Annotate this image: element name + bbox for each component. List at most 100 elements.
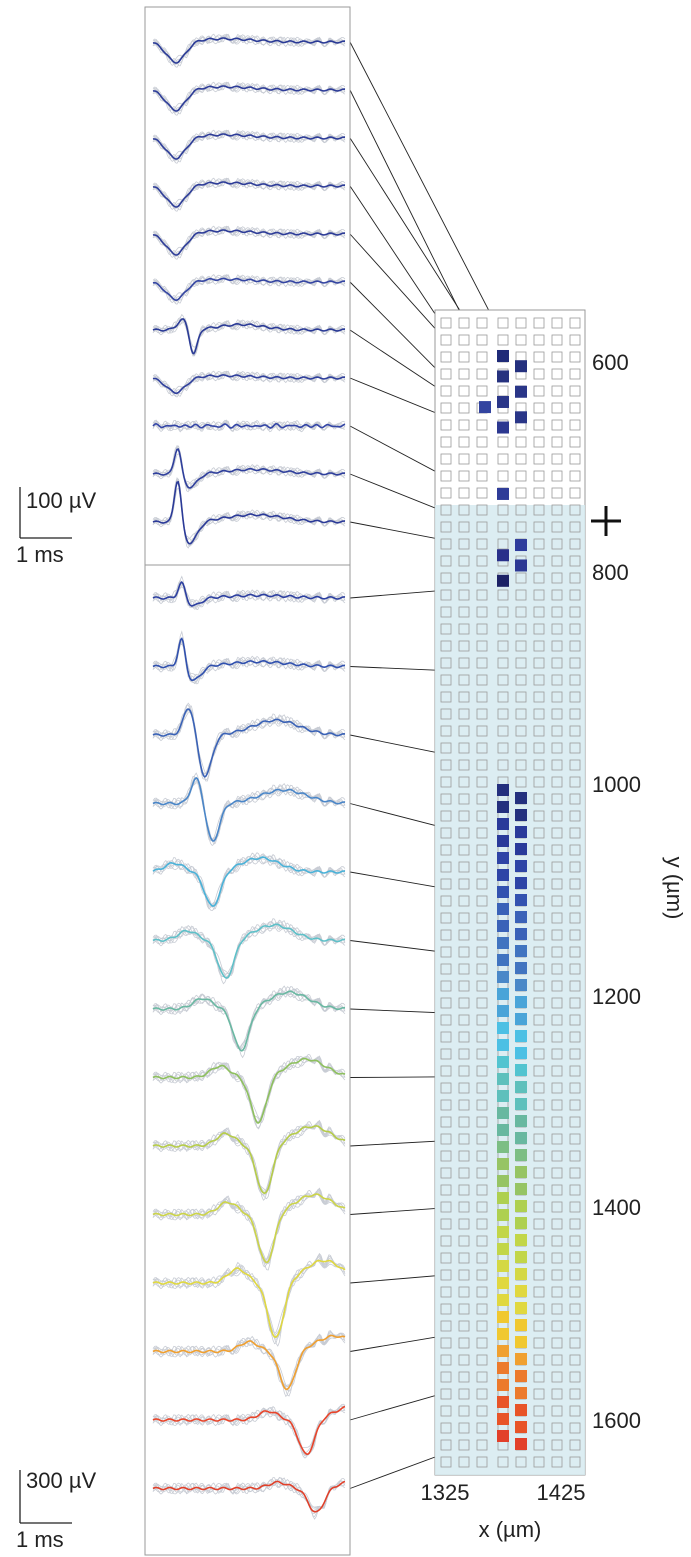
y-tick-label: 1000: [592, 772, 641, 797]
active-site: [515, 1013, 527, 1025]
probe-site: [440, 487, 452, 499]
trial-trace: [152, 1252, 346, 1347]
probe-site: [458, 742, 470, 754]
probe-site: [551, 419, 563, 431]
probe-site: [476, 317, 488, 329]
probe-site: [476, 1184, 488, 1196]
probe-site: [569, 827, 581, 839]
mean-waveform: [152, 1405, 346, 1456]
probe-site: [551, 963, 563, 975]
probe-site: [551, 538, 563, 550]
probe-site: [476, 1320, 488, 1332]
probe-site: [440, 623, 452, 635]
probe-site: [533, 1371, 545, 1383]
probe-site: [440, 504, 452, 516]
probe-site: [440, 521, 452, 533]
probe-site: [551, 997, 563, 1009]
probe-site: [569, 929, 581, 941]
probe-site: [476, 470, 488, 482]
active-site: [515, 860, 527, 872]
probe-site: [476, 929, 488, 941]
probe-site: [497, 538, 509, 550]
probe-site: [551, 1269, 563, 1281]
probe-recording-sites: [440, 317, 581, 1468]
probe-site: [476, 1218, 488, 1230]
probe-site: [569, 1422, 581, 1434]
probe-site: [497, 640, 509, 652]
trial-trace: [152, 129, 346, 164]
probe-site: [458, 385, 470, 397]
probe-site: [458, 844, 470, 856]
probe-site: [533, 1456, 545, 1468]
active-site: [497, 574, 509, 587]
probe-site: [440, 1269, 452, 1281]
probe-site: [458, 1014, 470, 1026]
probe-site: [551, 521, 563, 533]
probe-site: [533, 1252, 545, 1264]
active-site: [515, 1336, 527, 1348]
trial-trace: [152, 177, 346, 212]
trial-trace: [152, 1187, 346, 1271]
trial-trace: [152, 853, 346, 912]
probe-site: [569, 844, 581, 856]
active-site: [515, 928, 527, 940]
probe-site: [476, 504, 488, 516]
probe-site: [569, 776, 581, 788]
probe-site: [569, 912, 581, 924]
probe-site: [569, 1320, 581, 1332]
active-site: [497, 1226, 509, 1238]
probe-site: [551, 385, 563, 397]
probe-site: [476, 997, 488, 1009]
probe-site: [497, 623, 509, 635]
probe-site: [497, 742, 509, 754]
probe-site: [476, 776, 488, 788]
probe-site: [458, 1405, 470, 1417]
probe-site: [569, 1405, 581, 1417]
probe-site: [476, 487, 488, 499]
probe-site: [458, 1337, 470, 1349]
probe-site: [533, 1184, 545, 1196]
active-site: [497, 1260, 509, 1272]
probe-site: [569, 674, 581, 686]
probe-site: [551, 725, 563, 737]
probe-site: [551, 1218, 563, 1230]
active-site: [515, 996, 527, 1008]
connector-line: [349, 41, 516, 362]
probe-site: [476, 1252, 488, 1264]
active-site: [497, 1243, 509, 1255]
probe-site: [440, 1218, 452, 1230]
probe-site: [440, 1082, 452, 1094]
mean-waveform: [152, 1259, 346, 1339]
probe-site: [476, 810, 488, 822]
probe-site: [515, 606, 527, 618]
probe-site: [440, 895, 452, 907]
probe-site: [569, 1439, 581, 1451]
probe-site: [440, 1031, 452, 1043]
probe-site: [569, 1065, 581, 1077]
probe-site: [476, 895, 488, 907]
probe-site: [440, 1286, 452, 1298]
probe-site: [533, 997, 545, 1009]
trial-trace: [152, 711, 346, 775]
active-site: [497, 349, 509, 362]
trial-trace: [152, 317, 346, 354]
probe-site: [458, 453, 470, 465]
probe-site: [569, 1201, 581, 1213]
probe-site: [533, 487, 545, 499]
probe-site: [569, 1099, 581, 1111]
probe-site: [533, 1116, 545, 1128]
active-site: [497, 937, 509, 949]
probe-site: [440, 997, 452, 1009]
probe-site: [551, 1031, 563, 1043]
probe-site: [533, 555, 545, 567]
probe-site: [497, 317, 509, 329]
probe-site: [551, 1422, 563, 1434]
probe-site: [440, 1133, 452, 1145]
active-site: [497, 1005, 509, 1017]
active-site: [515, 809, 527, 821]
probe-site: [551, 1337, 563, 1349]
probe-site: [458, 657, 470, 669]
probe-site: [533, 1320, 545, 1332]
trial-trace: [152, 1478, 346, 1509]
mean-waveform: [152, 277, 346, 302]
